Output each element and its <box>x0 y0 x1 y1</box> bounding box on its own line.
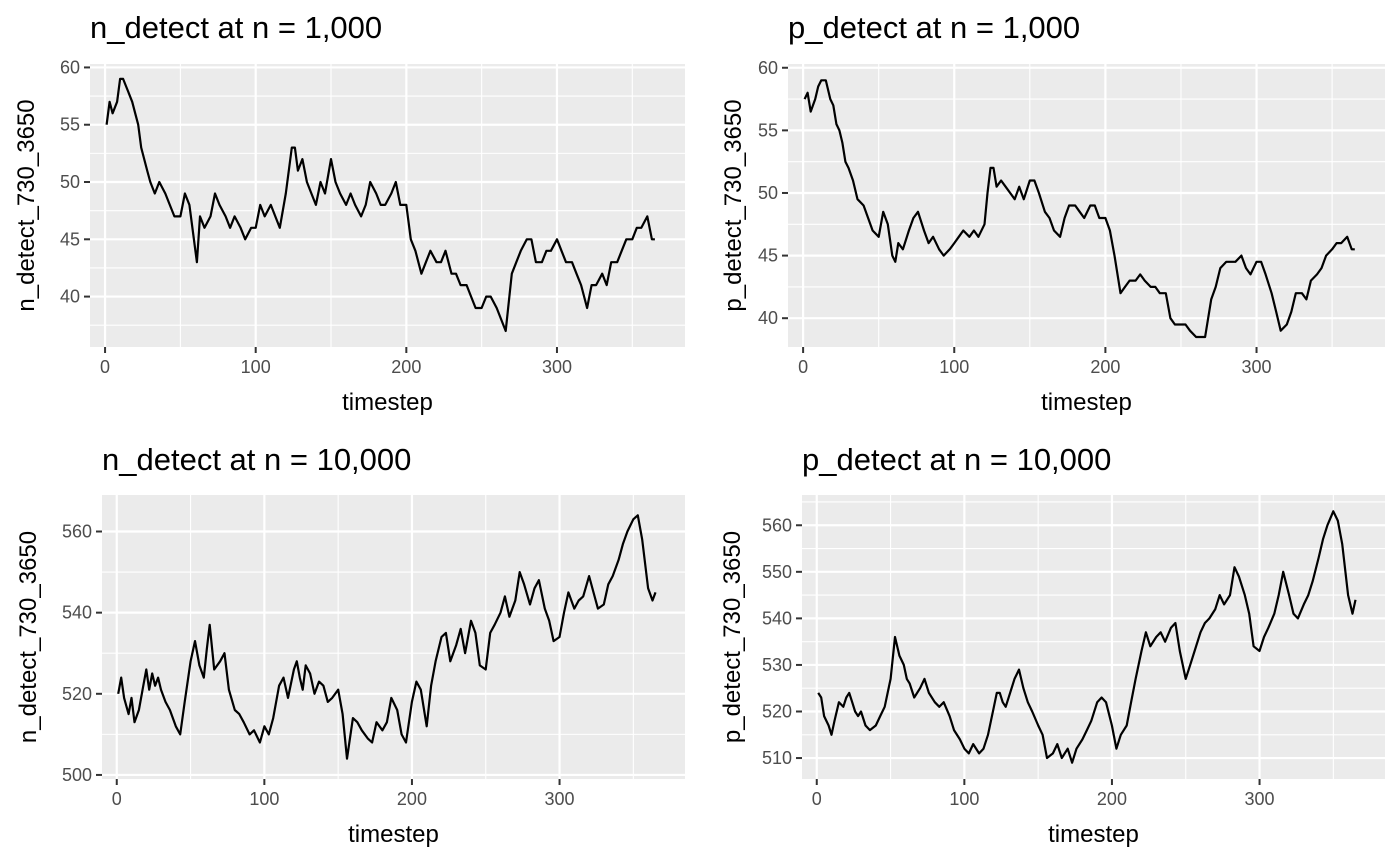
x-tick-label: 100 <box>241 357 271 377</box>
y-tick-label: 560 <box>62 522 92 542</box>
x-tick-label: 300 <box>545 789 575 809</box>
x-tick-label: 100 <box>949 789 979 809</box>
x-axis-title: timestep <box>342 389 433 416</box>
x-tick-label: 300 <box>1245 789 1275 809</box>
y-tick-label: 520 <box>762 701 792 721</box>
x-tick-label: 0 <box>798 357 808 377</box>
x-tick-label: 200 <box>1097 789 1127 809</box>
x-tick-label: 300 <box>1242 357 1272 377</box>
y-tick-label: 60 <box>60 57 80 77</box>
y-tick-label: 40 <box>60 287 80 307</box>
y-tick-label: 45 <box>758 246 778 266</box>
x-tick-label: 0 <box>100 357 110 377</box>
y-tick-label: 550 <box>762 562 792 582</box>
y-tick-label: 40 <box>758 308 778 328</box>
x-tick-label: 100 <box>939 357 969 377</box>
chart-panel-2: 0 100 200 300 40 45 50 55 60 p_detect at n = 1,00… <box>720 10 1385 416</box>
panel-title: p_detect at n = 10,000 <box>802 442 1111 477</box>
series-line-1 <box>817 510 1357 764</box>
x-tick-label: 100 <box>249 789 279 809</box>
y-tick-label: 510 <box>762 748 792 768</box>
x-tick-label: 0 <box>112 789 122 809</box>
panel-title: n_detect at n = 10,000 <box>102 442 411 477</box>
chart-panel-4: 0 100 200 300 510 520 530 540 550 560 p_detect at … <box>719 442 1385 848</box>
y-tick-label: 520 <box>62 684 92 704</box>
x-tick-label: 0 <box>812 789 822 809</box>
y-tick-label: 530 <box>762 655 792 675</box>
y-tick-label: 55 <box>60 115 80 135</box>
y-tick-label: 50 <box>60 172 80 192</box>
chart-panel-1: 0 100 200 300 40 45 50 55 60 n_detect at n = 1,00… <box>13 10 685 416</box>
x-axis-title: timestep <box>1041 389 1132 416</box>
y-tick-label: 540 <box>62 603 92 623</box>
panel-title: p_detect at n = 1,000 <box>788 10 1080 45</box>
x-tick-label: 200 <box>1090 357 1120 377</box>
plot-background <box>102 495 685 779</box>
x-axis-title: timestep <box>348 821 439 848</box>
y-tick-label: 60 <box>758 58 778 78</box>
y-tick-label: 50 <box>758 183 778 203</box>
x-axis-title: timestep <box>1048 821 1139 848</box>
plot-background <box>90 64 685 347</box>
chart-panel-3: 0 100 200 300 500 520 540 560 n_detect at n = 10… <box>15 442 685 848</box>
plot-background <box>802 495 1385 779</box>
y-tick-label: 45 <box>60 229 80 249</box>
y-tick-label: 500 <box>62 765 92 785</box>
series-line-1 <box>803 79 1355 339</box>
y-tick-label: 560 <box>762 515 792 535</box>
x-tick-label: 300 <box>542 357 572 377</box>
y-tick-label: 55 <box>758 120 778 140</box>
x-tick-label: 200 <box>391 357 421 377</box>
x-tick-label: 200 <box>397 789 427 809</box>
y-axis-title: n_detect_730_3650 <box>15 531 42 743</box>
series-line-1 <box>105 77 655 333</box>
y-axis-title: p_detect_730_3650 <box>719 531 746 743</box>
series-line-1 <box>117 514 657 760</box>
y-axis-title: n_detect_730_3650 <box>13 99 40 311</box>
panel-title: n_detect at n = 1,000 <box>90 10 382 45</box>
y-tick-label: 540 <box>762 608 792 628</box>
y-axis-title: p_detect_730_3650 <box>720 99 747 311</box>
plot-background <box>788 64 1385 347</box>
